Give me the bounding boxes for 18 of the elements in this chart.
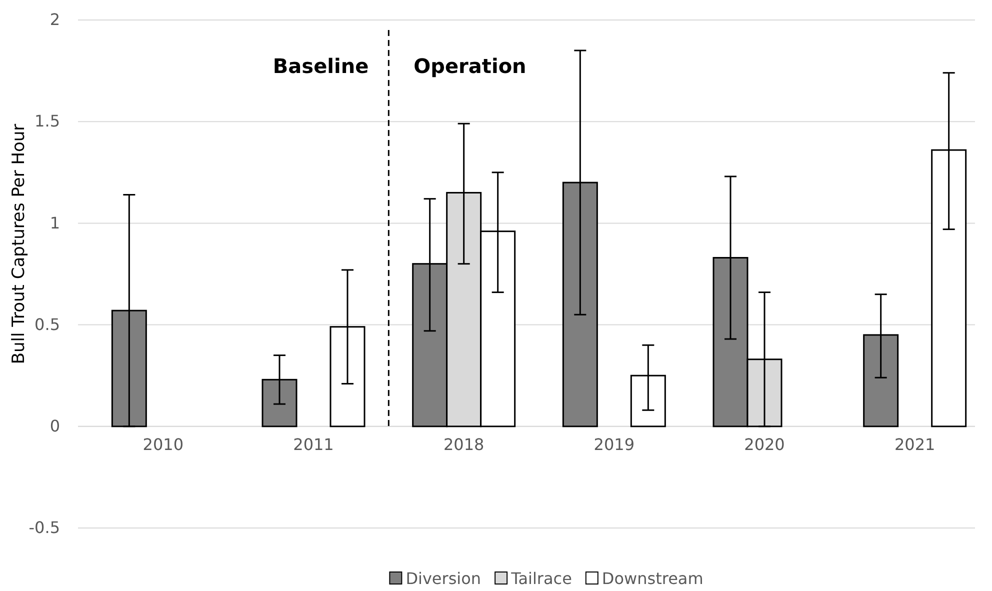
legend-label: Downstream	[602, 569, 704, 588]
y-tick-label: 1.5	[34, 112, 60, 131]
annotation: Operation	[414, 54, 526, 78]
y-tick-label: 2	[50, 10, 60, 30]
x-tick-label: 2021	[894, 434, 936, 454]
y-tick-label: 1	[50, 213, 60, 232]
annotation: Baseline	[272, 54, 369, 78]
y-tick-label: 0.5	[34, 314, 60, 334]
x-tick-label: 2010	[142, 434, 184, 454]
y-tick-label: 0	[50, 416, 60, 436]
x-tick-label: 2018	[443, 434, 484, 454]
x-tick-label: 2020	[744, 434, 785, 454]
x-tick-label: 2019	[594, 434, 635, 454]
legend-label: Diversion	[406, 569, 482, 588]
x-tick-label: 2011	[293, 434, 334, 454]
y-tick-label: -0.5	[28, 518, 60, 538]
legend-label: Tailrace	[510, 569, 572, 588]
y-axis-title: Bull Trout Captures Per Hour	[9, 124, 29, 364]
